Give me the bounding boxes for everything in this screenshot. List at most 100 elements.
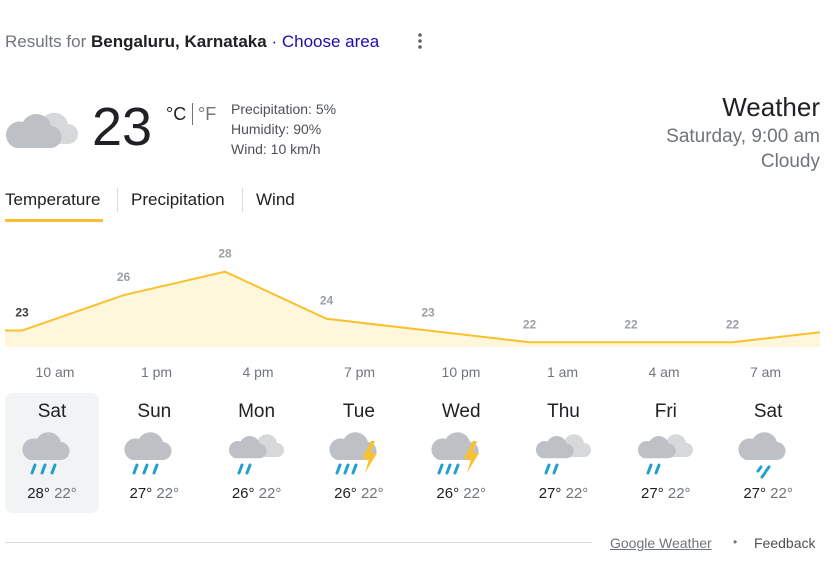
current-temperature: 23 (92, 97, 153, 157)
rain-drop (544, 463, 550, 475)
day-name: Fri (654, 401, 677, 422)
high-temp: 27° (641, 485, 664, 502)
weather-icon (738, 432, 786, 479)
tab-temperature[interactable]: Temperature (5, 190, 101, 209)
rain-drop (437, 463, 444, 475)
day-card[interactable]: Sat 27° 22° (721, 393, 815, 513)
tab-indicator (5, 219, 103, 222)
value-label: 23 (15, 306, 29, 320)
low-temp: 22° (360, 485, 384, 502)
high-temp: 27° (129, 485, 153, 502)
results-prefix: Results for (5, 32, 87, 51)
day-card[interactable]: Thu 27° 22° (517, 393, 611, 513)
low-temp: 22° (667, 485, 691, 502)
time-label: 10 am (36, 364, 75, 380)
rain-drop (760, 471, 767, 479)
rain-drop (445, 463, 452, 475)
line-extension (732, 331, 821, 344)
location: Bengaluru, Karnataka (90, 32, 267, 51)
cloud (637, 435, 676, 459)
time-label: 4 am (648, 364, 679, 380)
rain-drop (237, 463, 244, 475)
day-card[interactable]: Sun 27° 22° (107, 393, 201, 513)
day-temps: 26° 22° (414, 485, 508, 502)
day-card[interactable]: Tue 26° 22° (312, 393, 406, 513)
day-temps: 27° 22° (517, 485, 611, 502)
value-label: 26 (117, 270, 131, 284)
day-card[interactable]: Sat 28° 22° (5, 393, 99, 513)
time-label: 10 pm (442, 364, 481, 380)
value-label: 22 (523, 317, 537, 331)
weather-icon (124, 432, 172, 475)
value-label: 22 (624, 317, 638, 331)
more-menu[interactable] (414, 32, 426, 50)
lightning (361, 441, 377, 473)
tab-precipitation[interactable]: Precipitation (131, 190, 225, 209)
low-temp: 22° (770, 485, 793, 502)
feedback-link[interactable]: Feedback (754, 535, 816, 551)
time-label: 7 pm (344, 364, 375, 380)
rain-drop (654, 463, 661, 475)
rain-drop (30, 463, 37, 475)
low-temp: 22° (565, 485, 589, 502)
precipitation: Precipitation: 5% (231, 101, 337, 117)
value-label: 24 (320, 294, 334, 308)
footer-rule (5, 542, 592, 543)
day-card[interactable]: Fri 27° 22° (619, 393, 713, 513)
rain-drop (40, 463, 47, 475)
wind: Wind: 10 km/h (231, 141, 321, 157)
day-name: Wed (441, 401, 481, 422)
weather-icon (535, 434, 591, 475)
day-card[interactable]: Mon 26° 22° (210, 393, 304, 513)
day-card[interactable]: Wed 26° 22° (414, 393, 508, 513)
day-name: Sat (753, 401, 783, 422)
choose-area-link[interactable]: Choose area (281, 32, 380, 51)
humidity: Humidity: 90% (231, 121, 322, 137)
high-temp: 27° (538, 485, 562, 502)
high-temp: 27° (743, 485, 766, 502)
rain-drop (152, 463, 159, 475)
day-temps: 27° 22° (619, 485, 713, 502)
weather-icon (637, 434, 693, 475)
day-name: Sat (37, 401, 67, 422)
time-label: 7 am (750, 364, 781, 380)
area-fill (5, 271, 820, 347)
day-temps: 28° 22° (5, 485, 99, 502)
cloud (329, 432, 377, 461)
rain-drop (646, 463, 653, 475)
temperature-line (21, 270, 733, 344)
cloud (228, 435, 267, 459)
cloud (22, 432, 70, 461)
value-label: 28 (218, 247, 232, 261)
low-temp: 22° (54, 485, 77, 502)
rain-drop (343, 463, 350, 475)
rain-drop (552, 463, 558, 475)
source-link[interactable]: Google Weather (610, 535, 712, 551)
time-label: 1 pm (141, 364, 172, 380)
footer-separator: • (733, 535, 738, 549)
value-label: 22 (726, 317, 740, 331)
cloud (431, 432, 479, 461)
cloud (535, 435, 574, 459)
day-temps: 26° 22° (312, 485, 406, 502)
high-temp: 26° (334, 485, 357, 502)
tab-wind[interactable]: Wind (256, 190, 295, 209)
day-name: Thu (547, 401, 580, 422)
weather-icon (431, 432, 480, 475)
rain-drop (50, 463, 57, 475)
unit-fahrenheit[interactable]: °F (198, 104, 217, 124)
day-temps: 26° 22° (210, 485, 304, 502)
current-icon (6, 112, 78, 149)
unit-celsius[interactable]: °C (166, 104, 187, 124)
low-temp: 22° (156, 485, 180, 502)
high-temp: 28° (27, 485, 50, 502)
weather-condition: Cloudy (760, 151, 820, 172)
day-temps: 27° 22° (721, 485, 815, 502)
rain-drop (245, 463, 252, 475)
high-temp: 26° (231, 485, 255, 502)
high-temp: 26° (436, 485, 460, 502)
rain-drop (132, 463, 139, 475)
day-name: Mon (238, 401, 276, 422)
results-header: Results for Bengaluru, Karnataka · Choos… (5, 32, 379, 52)
